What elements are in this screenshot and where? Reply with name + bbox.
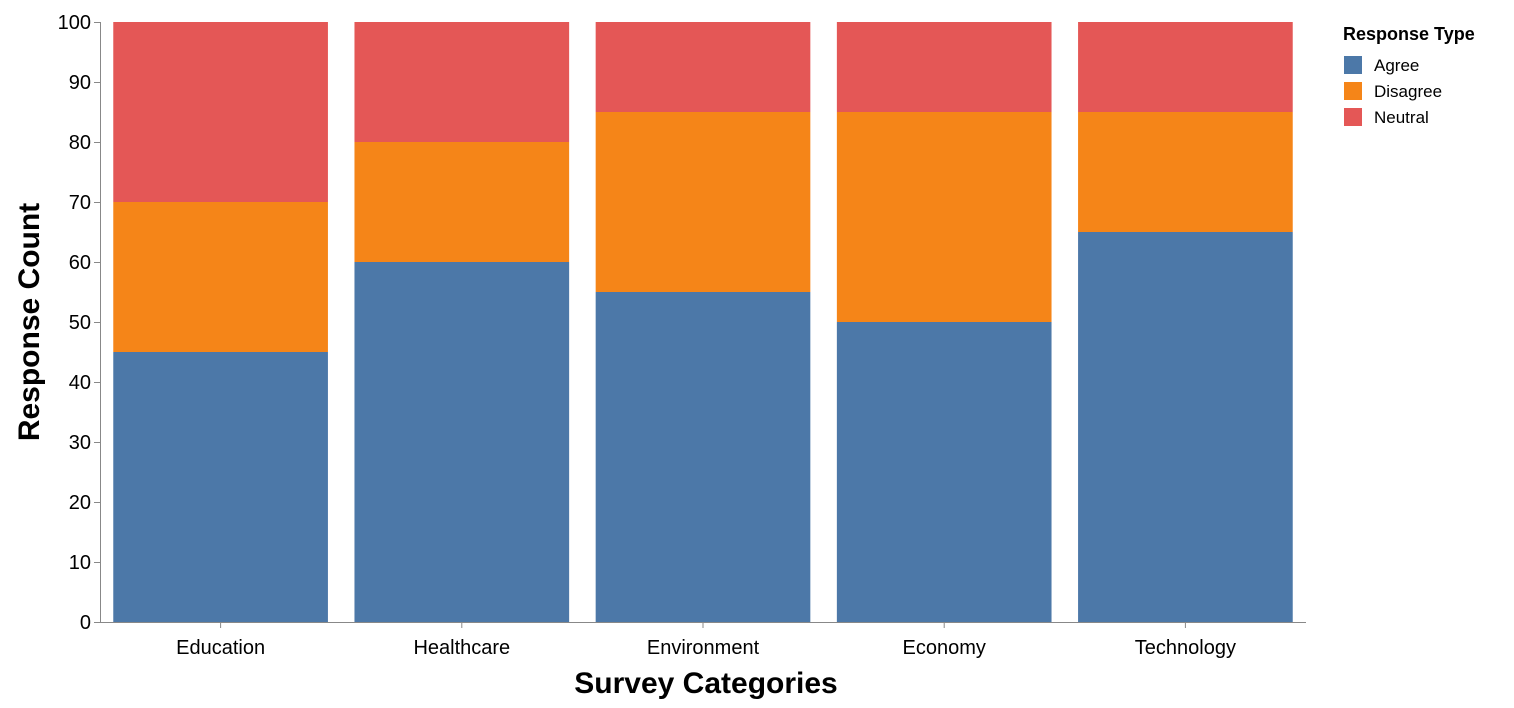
bar-education-agree xyxy=(113,352,328,622)
y-tick-label-40: 40 xyxy=(69,372,91,394)
x-axis-title: Survey Categories xyxy=(574,667,837,700)
legend-label-neutral: Neutral xyxy=(1374,108,1429,127)
legend-swatch-neutral xyxy=(1344,108,1362,126)
y-tick-label-30: 30 xyxy=(69,432,91,454)
legend-swatch-agree xyxy=(1344,56,1362,74)
y-tick-label-10: 10 xyxy=(69,552,91,574)
bar-environment-agree xyxy=(595,292,811,622)
bar-technology-neutral xyxy=(1078,22,1293,112)
legend-label-agree: Agree xyxy=(1374,56,1419,75)
y-tick-label-50: 50 xyxy=(69,312,91,334)
bar-economy-disagree xyxy=(836,112,1052,322)
y-ticks: 0 10 20 30 40 50 60 70 80 90 100 xyxy=(58,12,100,634)
x-ticks: Education Healthcare Environment Economy Tec… xyxy=(176,622,1236,659)
bar-education-neutral xyxy=(113,22,328,202)
y-tick-label-90: 90 xyxy=(69,72,91,94)
legend-items: Agree Disagree Neutral xyxy=(1344,56,1442,127)
y-tick-label-60: 60 xyxy=(69,252,91,274)
x-tick-label-healthcare: Healthcare xyxy=(413,637,510,659)
bar-healthcare-disagree xyxy=(354,142,570,262)
bar-environment-neutral xyxy=(595,22,811,112)
x-tick-label-technology: Technology xyxy=(1135,637,1236,659)
bar-education-disagree xyxy=(113,202,328,352)
legend: Response Type Agree Disagree Neutral xyxy=(1343,24,1475,127)
bar-economy-neutral xyxy=(836,22,1052,112)
legend-swatch-disagree xyxy=(1344,82,1362,100)
y-tick-label-100: 100 xyxy=(58,12,91,34)
x-tick-label-education: Education xyxy=(176,637,265,659)
y-tick-label-70: 70 xyxy=(69,192,91,214)
bars-layer xyxy=(113,22,1293,622)
bar-environment-disagree xyxy=(595,112,811,292)
y-tick-label-80: 80 xyxy=(69,132,91,154)
bar-technology-agree xyxy=(1078,232,1293,622)
y-tick-label-0: 0 xyxy=(80,612,91,634)
y-axis-title: Response Count xyxy=(13,203,46,441)
bar-healthcare-agree xyxy=(354,262,570,622)
legend-title: Response Type xyxy=(1343,24,1475,44)
x-tick-label-environment: Environment xyxy=(647,637,760,659)
bar-technology-disagree xyxy=(1078,112,1293,232)
x-tick-label-economy: Economy xyxy=(903,637,986,659)
legend-label-disagree: Disagree xyxy=(1374,82,1442,101)
bar-economy-agree xyxy=(836,322,1052,622)
y-tick-label-20: 20 xyxy=(69,492,91,514)
bar-healthcare-neutral xyxy=(354,22,570,142)
